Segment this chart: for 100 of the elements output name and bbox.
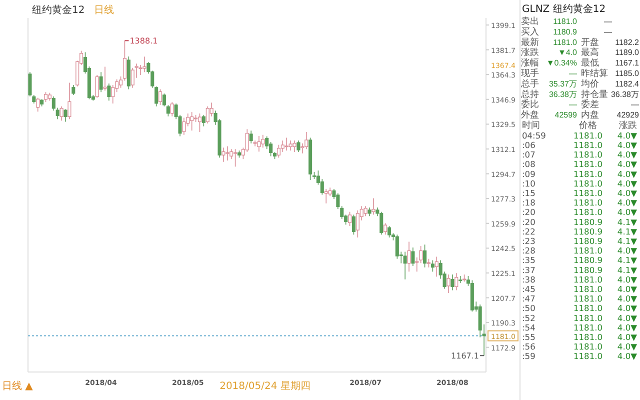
text: 1181.0 — [573, 130, 603, 140]
annotation: 1388.1 — [130, 36, 158, 46]
candlestick — [324, 188, 328, 204]
text: ▼4.0 — [558, 48, 578, 58]
text: :47 — [522, 294, 536, 304]
text: — — [569, 69, 577, 78]
text: 委比 — [521, 99, 539, 110]
text: 1181.0 — [573, 178, 603, 188]
text: :09 — [522, 168, 536, 179]
text: 总手 — [520, 78, 539, 90]
text: :38 — [522, 274, 536, 284]
text: 最低 — [581, 58, 599, 69]
text: 1180.9 — [573, 236, 603, 246]
candlestick — [265, 136, 269, 150]
candlestick — [245, 128, 249, 152]
text: 涨跌 — [521, 47, 539, 58]
text: 4.0▼ — [617, 198, 638, 208]
text: 1180.9 — [553, 27, 578, 36]
text: 1181.0 — [573, 342, 603, 352]
candlestick — [206, 106, 210, 124]
candlestick — [107, 83, 111, 102]
text: 4.1▼ — [617, 236, 638, 246]
text: 42929 — [616, 110, 640, 120]
candlestick — [28, 72, 32, 97]
text: :07 — [522, 150, 536, 160]
text: 现手 — [521, 68, 539, 79]
candlestick — [198, 113, 202, 132]
candlestick — [304, 132, 308, 150]
text: 开盘 — [581, 36, 599, 48]
text: 4.0▼ — [617, 351, 638, 362]
text: 1181.0 — [573, 168, 603, 179]
candlestick — [142, 56, 146, 73]
text: :20 — [522, 216, 536, 227]
text: 4.0▼ — [617, 140, 638, 150]
text: :52 — [522, 312, 536, 323]
candlestick — [434, 256, 438, 278]
text: :15 — [522, 188, 536, 198]
text: 1180.9 — [573, 264, 603, 275]
text: 1180.9 — [573, 216, 603, 227]
candlestick — [226, 146, 230, 161]
candlestick — [122, 40, 127, 82]
candlestick — [387, 226, 392, 238]
text: 买入 — [521, 26, 539, 38]
text: 总持 — [520, 88, 539, 100]
text: 1181.0 — [573, 198, 603, 208]
text: 1181.0 — [573, 140, 603, 150]
text: :10 — [522, 178, 536, 188]
text: :23 — [522, 236, 536, 246]
text: 日线 ▲ — [2, 380, 34, 392]
text: GLNZ 纽约黄金12 — [522, 3, 606, 15]
text: :55 — [522, 332, 536, 342]
candlestick — [249, 130, 253, 144]
text: 1181.0 — [573, 207, 603, 218]
text: 价格 — [578, 120, 597, 131]
candlestick — [403, 251, 407, 280]
text: 外盘 — [521, 110, 539, 121]
candlestick — [257, 136, 261, 152]
text: 1181.0 — [573, 246, 603, 256]
candlestick — [356, 210, 360, 238]
candlestick — [72, 84, 76, 96]
text: :37 — [522, 264, 536, 275]
text: 4.0▼ — [617, 322, 638, 332]
candlestick — [276, 144, 280, 158]
text: 4.0▼ — [617, 294, 638, 304]
text: 时间 — [522, 120, 540, 131]
text: — — [604, 27, 612, 36]
candlestick — [202, 114, 206, 127]
text: 1181.0 — [573, 188, 603, 198]
text: 4.0▼ — [617, 207, 638, 218]
candlestick — [384, 222, 388, 236]
text: :50 — [522, 303, 536, 314]
candlestick — [292, 140, 296, 152]
text: 4.0▼ — [617, 150, 638, 160]
text: :06 — [522, 140, 536, 150]
candlestick — [454, 272, 458, 291]
text: :18 — [522, 198, 536, 208]
candlestick — [230, 148, 234, 160]
candlestick — [348, 211, 352, 226]
annotation: 1167.1 — [451, 352, 480, 361]
candlestick — [296, 140, 300, 152]
text: 4.0▼ — [617, 274, 638, 284]
text: 4.1▼ — [617, 255, 638, 266]
text: 1181.0 — [573, 322, 603, 332]
text: 4.0▼ — [617, 342, 638, 352]
text: 昨结算 — [581, 68, 608, 79]
candlestick — [111, 84, 115, 104]
text: 35.37万 — [548, 79, 577, 88]
text: — — [569, 100, 577, 110]
text: — — [631, 100, 639, 110]
text: 1181.0 — [573, 294, 603, 304]
text: 1181.0 — [573, 332, 603, 342]
candlestick — [423, 244, 427, 268]
candlestick — [380, 211, 384, 236]
candlestick — [450, 274, 454, 291]
text: 1181.0 — [573, 312, 603, 323]
text: 卖出 — [521, 16, 539, 27]
text: 4.0▼ — [617, 188, 638, 198]
candlestick — [103, 66, 107, 92]
text: 1181.0 — [553, 17, 578, 26]
candlestick — [64, 108, 68, 122]
